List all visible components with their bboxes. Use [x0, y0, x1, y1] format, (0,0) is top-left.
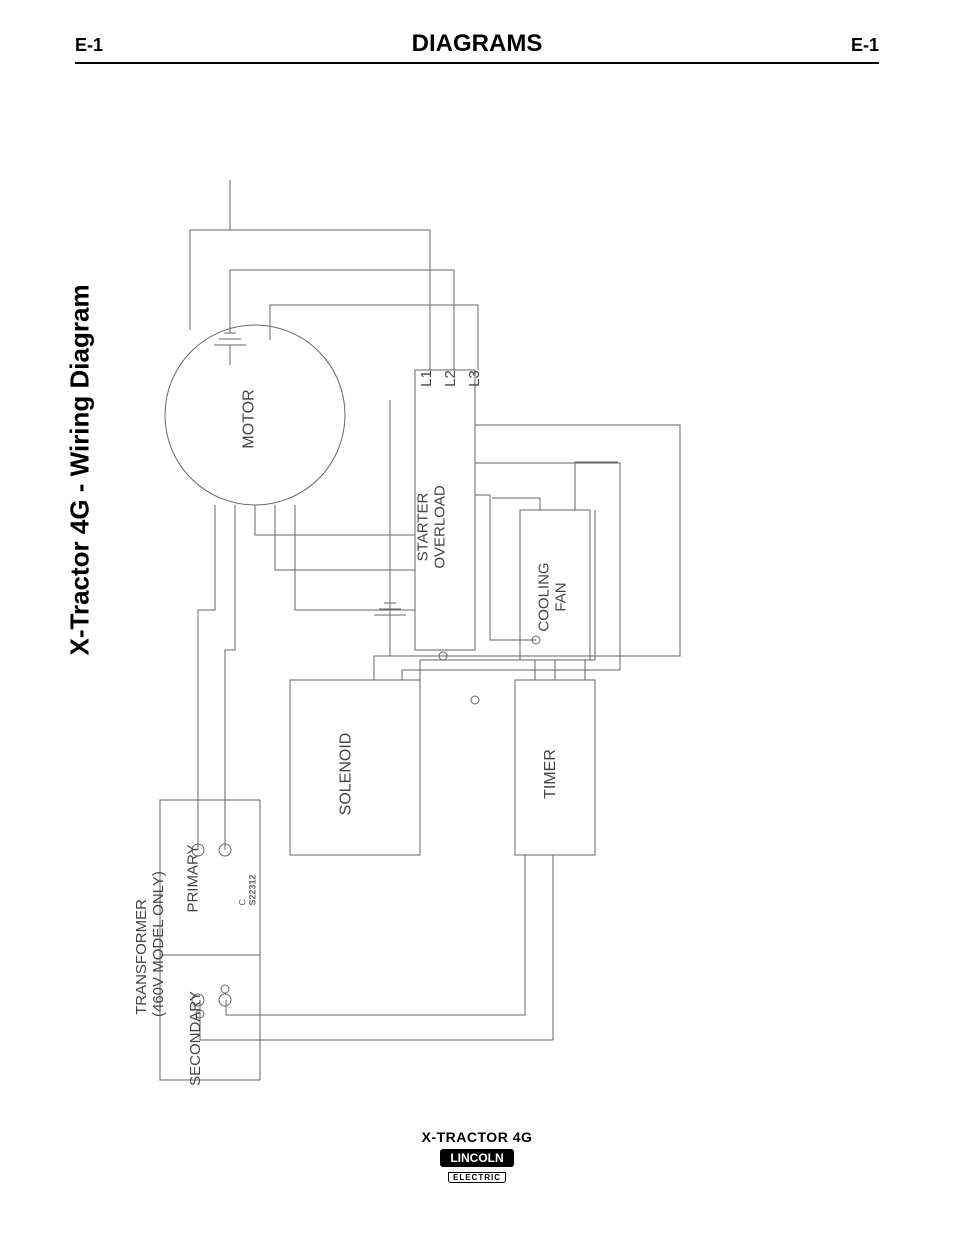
timer-label: TIMER [542, 749, 560, 799]
footer-brand-sub: ELECTRIC [448, 1172, 506, 1183]
footer-product: X-TRACTOR 4G [0, 1129, 954, 1145]
doc-id: C S22312 [238, 874, 258, 905]
transformer-primary-label: PRIMARY [185, 834, 202, 924]
phase-l2: L2 [442, 370, 459, 387]
transformer-secondary-label: SECONDARY [187, 991, 204, 1086]
solenoid-label: SOLENOID [337, 733, 355, 816]
page-footer: X-TRACTOR 4G LINCOLN ELECTRIC [0, 1129, 954, 1185]
cooling-fan-label: COOLING FAN [536, 562, 570, 631]
transformer-label: TRANSFORMER (460V MODEL ONLY) [133, 897, 167, 1017]
wiring-diagram: X-Tractor 4G - Wiring Diagram TRANSFORME… [60, 80, 880, 1090]
starter-overload-label: STARTER OVERLOAD [415, 485, 449, 568]
page-header: E-1 DIAGRAMS E-1 [75, 30, 879, 64]
footer-brand: LINCOLN [440, 1149, 513, 1167]
page-title: DIAGRAMS [412, 30, 543, 58]
page-number-left: E-1 [75, 35, 103, 56]
motor-label: MOTOR [241, 389, 259, 448]
page-number-right: E-1 [851, 35, 879, 56]
phase-l1: L1 [418, 370, 435, 387]
phase-l3: L3 [466, 370, 483, 387]
diagram-svg [60, 80, 880, 1090]
